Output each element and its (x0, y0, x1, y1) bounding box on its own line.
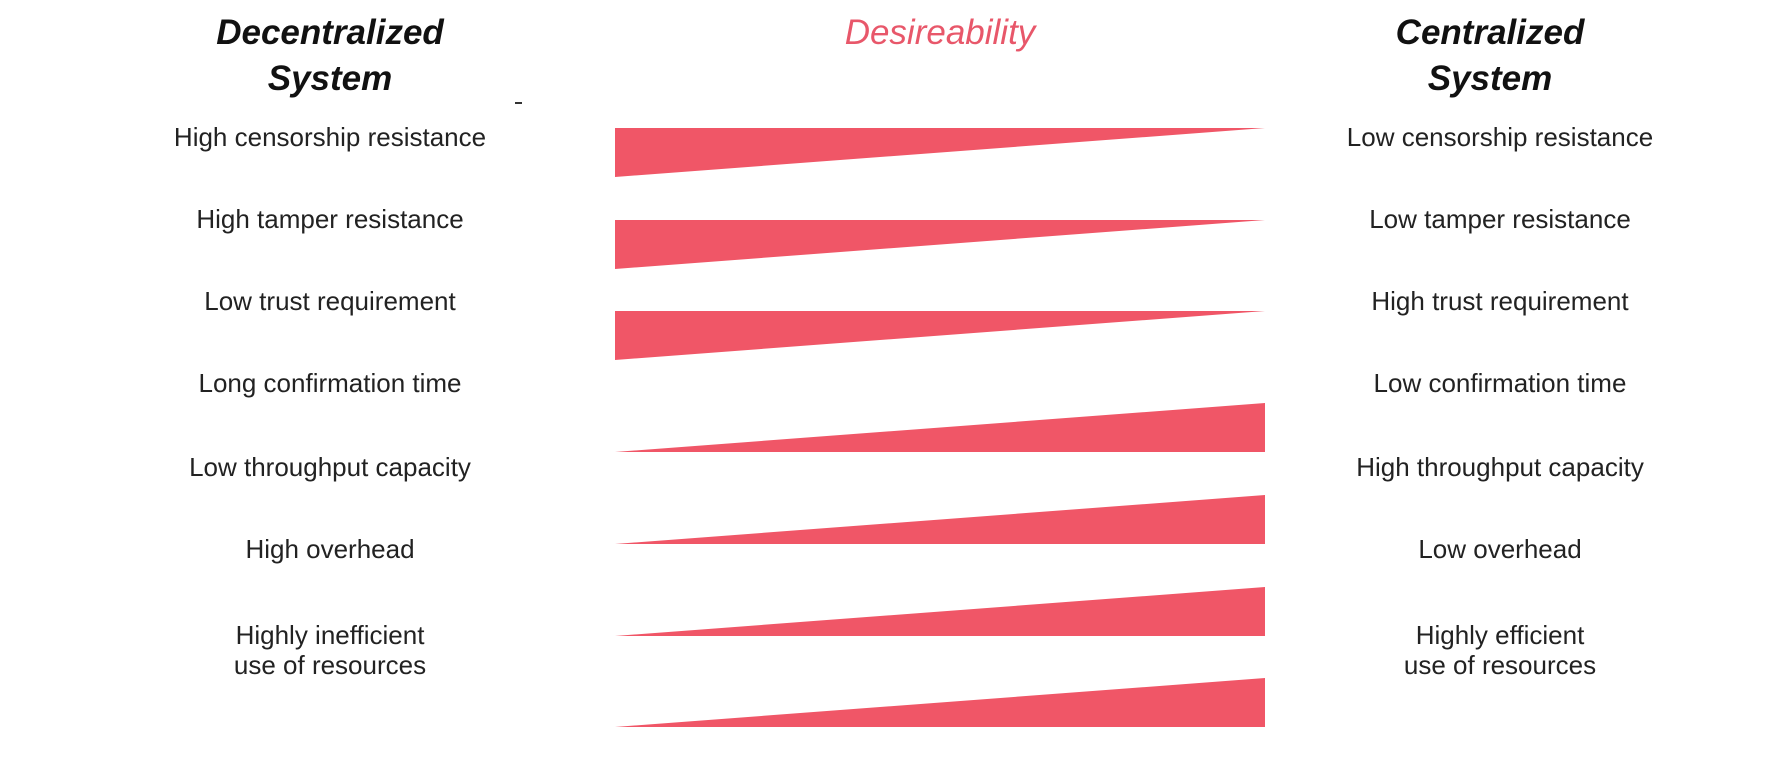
desireability-wedge-right (615, 495, 1265, 544)
right-attribute-label: Low tamper resistance (1369, 204, 1631, 234)
left-attribute-label: Low trust requirement (204, 286, 456, 316)
decentralized-system-header: Decentralized System (216, 13, 444, 98)
desireability-wedge-left (615, 311, 1265, 360)
desireability-wedge-right (615, 678, 1265, 727)
desireability-wedge-left (615, 220, 1265, 269)
right-attribute-label: High throughput capacity (1356, 452, 1644, 482)
right-attribute-label: Low confirmation time (1373, 368, 1627, 398)
left-attribute-label: Highly inefficient use of resources (233, 620, 427, 680)
left-attribute-label: High tamper resistance (196, 204, 464, 234)
right-attribute-label: Highly efficient use of resources (1403, 620, 1597, 680)
centralized-system-header: Centralized System (1395, 13, 1585, 98)
small-dash-mark (515, 102, 522, 104)
right-attribute-label: Low overhead (1418, 534, 1582, 564)
right-attribute-label: Low censorship resistance (1346, 122, 1654, 152)
desireability-header: Desireability (844, 13, 1036, 52)
left-attribute-label: High censorship resistance (173, 122, 487, 152)
desireability-wedge-right (615, 403, 1265, 452)
right-attribute-label: High trust requirement (1371, 286, 1629, 316)
desireability-wedge-right (615, 587, 1265, 636)
left-attribute-label: High overhead (245, 534, 415, 564)
desireability-wedge-left (615, 128, 1265, 177)
left-attribute-label: Long confirmation time (198, 368, 462, 398)
left-attribute-label: Low throughput capacity (189, 452, 471, 482)
